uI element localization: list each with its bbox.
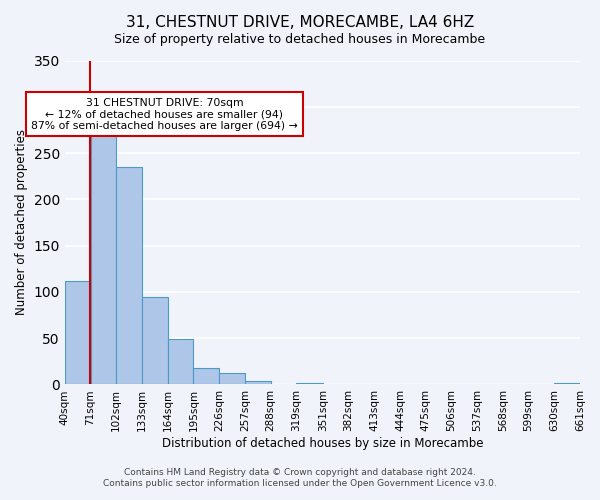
Bar (65, 281, 91, 384)
Bar (116, 167, 142, 384)
Bar (167, 339, 193, 384)
Bar (142, 296, 167, 384)
Bar (219, 374, 245, 384)
Bar (245, 381, 271, 384)
Text: 31 CHESTNUT DRIVE: 70sqm
← 12% of detached houses are smaller (94)
87% of semi-d: 31 CHESTNUT DRIVE: 70sqm ← 12% of detach… (31, 98, 298, 130)
Bar (554, 382, 580, 384)
Text: Size of property relative to detached houses in Morecambe: Size of property relative to detached ho… (115, 32, 485, 46)
Bar (91, 124, 116, 384)
Text: 31, CHESTNUT DRIVE, MORECAMBE, LA4 6HZ: 31, CHESTNUT DRIVE, MORECAMBE, LA4 6HZ (126, 15, 474, 30)
Text: Contains HM Land Registry data © Crown copyright and database right 2024.
Contai: Contains HM Land Registry data © Crown c… (103, 468, 497, 487)
Bar (193, 368, 219, 384)
X-axis label: Distribution of detached houses by size in Morecambe: Distribution of detached houses by size … (161, 437, 483, 450)
Y-axis label: Number of detached properties: Number of detached properties (15, 130, 28, 316)
Bar (296, 382, 323, 384)
